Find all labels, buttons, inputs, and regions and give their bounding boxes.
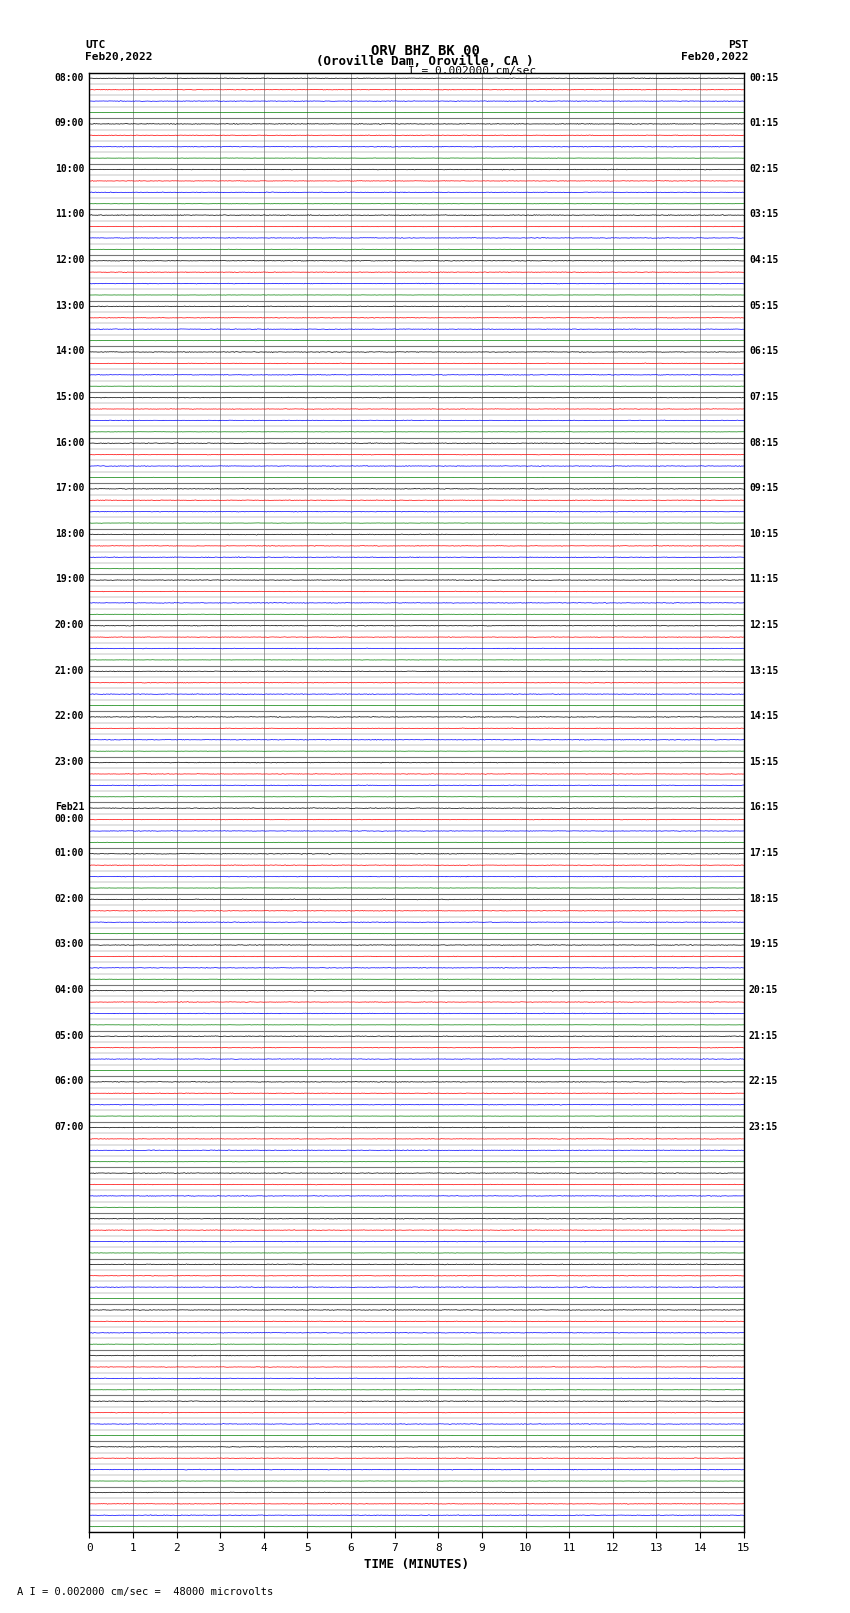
- Text: 13:00: 13:00: [54, 300, 84, 311]
- Text: 05:00: 05:00: [54, 1031, 84, 1040]
- Text: (Oroville Dam, Oroville, CA ): (Oroville Dam, Oroville, CA ): [316, 55, 534, 68]
- X-axis label: TIME (MINUTES): TIME (MINUTES): [364, 1558, 469, 1571]
- Text: 04:15: 04:15: [749, 255, 779, 265]
- Text: 21:15: 21:15: [749, 1031, 779, 1040]
- Text: 04:00: 04:00: [54, 986, 84, 995]
- Text: 12:00: 12:00: [54, 255, 84, 265]
- Text: 08:00: 08:00: [54, 73, 84, 82]
- Text: 09:15: 09:15: [749, 484, 779, 494]
- Text: 01:00: 01:00: [54, 848, 84, 858]
- Text: 16:15: 16:15: [749, 803, 779, 813]
- Text: 22:15: 22:15: [749, 1076, 779, 1086]
- Text: 15:00: 15:00: [54, 392, 84, 402]
- Text: 17:15: 17:15: [749, 848, 779, 858]
- Text: 18:15: 18:15: [749, 894, 779, 903]
- Text: 19:15: 19:15: [749, 939, 779, 950]
- Text: 00:15: 00:15: [749, 73, 779, 82]
- Text: 14:00: 14:00: [54, 347, 84, 356]
- Text: 21:00: 21:00: [54, 666, 84, 676]
- Text: 12:15: 12:15: [749, 619, 779, 631]
- Text: 05:15: 05:15: [749, 300, 779, 311]
- Text: PST: PST: [728, 40, 748, 50]
- Text: I = 0.002000 cm/sec: I = 0.002000 cm/sec: [408, 66, 536, 76]
- Text: 14:15: 14:15: [749, 711, 779, 721]
- Text: 07:00: 07:00: [54, 1121, 84, 1132]
- Text: 17:00: 17:00: [54, 484, 84, 494]
- Text: 23:15: 23:15: [749, 1121, 779, 1132]
- Text: 06:00: 06:00: [54, 1076, 84, 1086]
- Text: 23:00: 23:00: [54, 756, 84, 766]
- Text: ORV BHZ BK 00: ORV BHZ BK 00: [371, 44, 479, 58]
- Text: 11:15: 11:15: [749, 574, 779, 584]
- Text: 20:00: 20:00: [54, 619, 84, 631]
- Text: Feb21
00:00: Feb21 00:00: [54, 803, 84, 824]
- Text: UTC: UTC: [85, 40, 105, 50]
- Text: 07:15: 07:15: [749, 392, 779, 402]
- Text: 03:00: 03:00: [54, 939, 84, 950]
- Text: 13:15: 13:15: [749, 666, 779, 676]
- Text: A I = 0.002000 cm/sec =  48000 microvolts: A I = 0.002000 cm/sec = 48000 microvolts: [17, 1587, 273, 1597]
- Text: 10:00: 10:00: [54, 165, 84, 174]
- Text: 03:15: 03:15: [749, 210, 779, 219]
- Text: 10:15: 10:15: [749, 529, 779, 539]
- Text: 16:00: 16:00: [54, 437, 84, 447]
- Text: 01:15: 01:15: [749, 118, 779, 127]
- Text: Feb20,2022: Feb20,2022: [681, 52, 748, 61]
- Text: 18:00: 18:00: [54, 529, 84, 539]
- Text: Feb20,2022: Feb20,2022: [85, 52, 152, 61]
- Text: 09:00: 09:00: [54, 118, 84, 127]
- Text: 06:15: 06:15: [749, 347, 779, 356]
- Text: 19:00: 19:00: [54, 574, 84, 584]
- Text: 11:00: 11:00: [54, 210, 84, 219]
- Text: 20:15: 20:15: [749, 986, 779, 995]
- Text: 02:15: 02:15: [749, 165, 779, 174]
- Text: 08:15: 08:15: [749, 437, 779, 447]
- Text: 22:00: 22:00: [54, 711, 84, 721]
- Text: 02:00: 02:00: [54, 894, 84, 903]
- Text: 15:15: 15:15: [749, 756, 779, 766]
